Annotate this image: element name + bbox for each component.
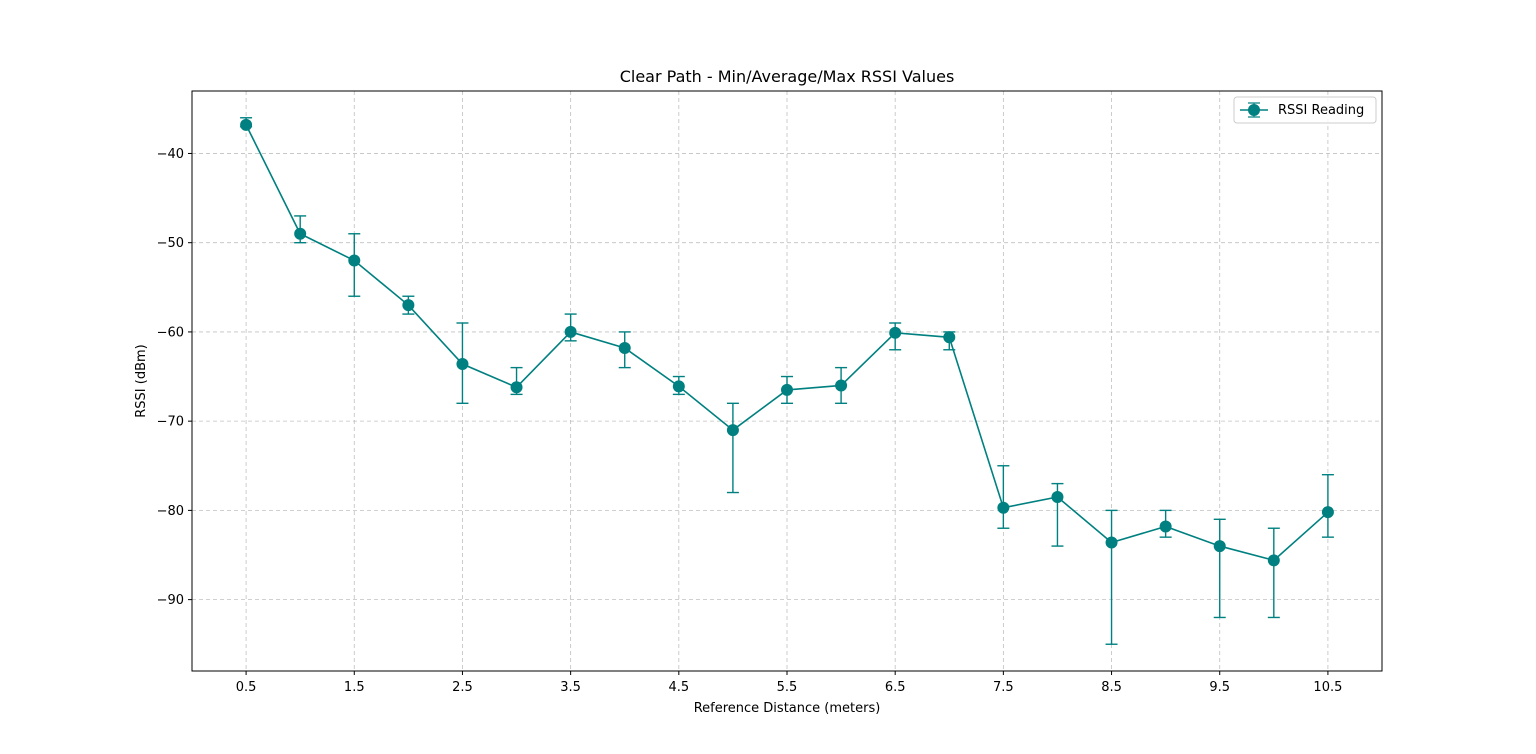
- data-point: [943, 331, 956, 344]
- data-point: [564, 325, 577, 338]
- data-point: [781, 383, 793, 396]
- x-tick-label: 2.5: [452, 680, 473, 695]
- series-layer: [240, 117, 1334, 645]
- data-point: [402, 299, 415, 312]
- data-point: [348, 254, 361, 267]
- x-tick-label: 0.5: [236, 680, 257, 695]
- data-point: [294, 227, 307, 240]
- y-tick-label: −50: [157, 236, 184, 251]
- legend-box: [1233, 96, 1377, 124]
- x-tick-label: 9.5: [1209, 680, 1230, 695]
- x-tick-label: 6.5: [885, 680, 906, 695]
- data-point: [456, 358, 469, 371]
- data-point: [1213, 540, 1226, 553]
- x-axis-label: Reference Distance (meters): [694, 701, 881, 716]
- x-tick-label: 4.5: [668, 680, 689, 695]
- data-point: [726, 424, 739, 437]
- data-point: [1159, 520, 1172, 533]
- x-tick-label: 10.5: [1313, 680, 1342, 695]
- x-tick-label: 7.5: [993, 680, 1014, 695]
- data-point: [889, 326, 902, 339]
- x-tick-label: 5.5: [777, 680, 798, 695]
- x-tick-label: 8.5: [1101, 680, 1122, 695]
- legend: RSSI Reading: [1233, 96, 1377, 124]
- x-axis-ticks: 0.5 1.5 2.5 3.5 4.5 5.5 6.5 7.5 8.5 9.5 10.5: [236, 671, 1342, 695]
- y-tick-label: −90: [157, 593, 184, 608]
- data-point: [1051, 491, 1064, 503]
- data-point: [672, 380, 685, 393]
- data-point: [618, 341, 631, 354]
- y-axis-ticks: −40 −50 −60 −70 −80 −90: [157, 147, 192, 608]
- y-tick-label: −70: [157, 415, 184, 430]
- x-tick-label: 3.5: [560, 680, 581, 695]
- legend-label: RSSI Reading: [1278, 103, 1364, 118]
- y-tick-label: −40: [157, 147, 184, 162]
- data-point: [835, 379, 848, 392]
- data-point: [997, 501, 1010, 514]
- y-tick-label: −60: [157, 325, 184, 340]
- data-point: [1105, 536, 1118, 549]
- y-tick-label: −80: [157, 504, 184, 519]
- y-axis-label: RSSI (dBm): [134, 344, 149, 417]
- data-point: [1267, 554, 1280, 567]
- data-point: [510, 381, 523, 394]
- data-point: [1321, 506, 1334, 519]
- data-point: [240, 118, 253, 131]
- chart-title: Clear Path - Min/Average/Max RSSI Values: [620, 67, 955, 86]
- x-tick-label: 1.5: [344, 680, 365, 695]
- grid-lines: [192, 91, 1382, 671]
- legend-dot-marker: [1248, 104, 1260, 116]
